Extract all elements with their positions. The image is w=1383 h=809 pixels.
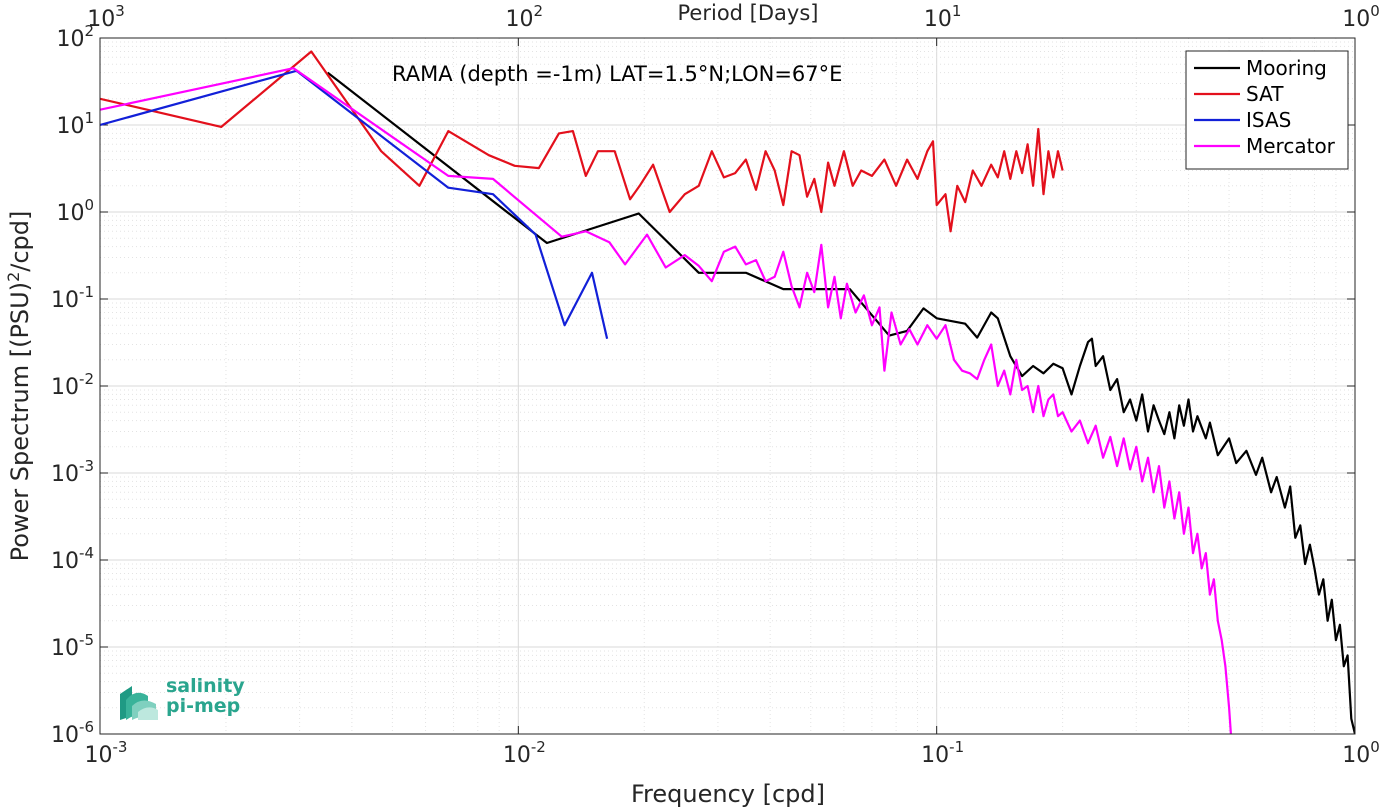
series-line-sat (100, 50, 1064, 233)
y-tick-label: 10-6 (51, 718, 94, 748)
x-tick-label: 10-3 (85, 738, 128, 768)
top-axis-label: Period [Days] (678, 1, 819, 25)
series-line-mercator (100, 67, 1232, 734)
x-tick-label: 10-1 (921, 738, 964, 768)
series-layer (100, 50, 1355, 734)
series-line-mooring (326, 71, 1355, 734)
top-tick-label: 103 (87, 2, 125, 32)
y-tick-label: 10-2 (51, 370, 94, 400)
plot-frame (99, 37, 1356, 735)
x-axis-label: Frequency [cpd] (631, 780, 825, 808)
y-tick-label: 101 (56, 109, 94, 139)
legend-label-sat: SAT (1246, 82, 1284, 106)
y-tick-label: 10-4 (51, 544, 94, 574)
y-tick-label: 10-1 (51, 283, 94, 313)
y-axis-label: Power Spectrum [(PSU)2/cpd] (4, 211, 34, 562)
top-tick-label: 102 (506, 2, 544, 32)
logo-waves-icon (120, 686, 158, 720)
top-tick-label: 101 (924, 2, 962, 32)
legend-label-isas: ISAS (1246, 108, 1291, 132)
x-tick-label: 10-2 (503, 738, 546, 768)
y-tick-label: 10-3 (51, 457, 94, 487)
legend-box (1185, 50, 1349, 170)
legend-label-mooring: Mooring (1246, 56, 1327, 80)
salinity-pi-mep-logo: salinity pi-mep (120, 675, 245, 720)
legend-label-mercator: Mercator (1246, 134, 1336, 158)
grid (100, 38, 1355, 734)
logo-text-line1: salinity (166, 675, 245, 697)
y-tick-label: 100 (56, 196, 94, 226)
y-tick-label: 10-5 (51, 631, 94, 661)
chart-title: RAMA (depth =-1m) LAT=1.5°N;LON=67°E (392, 62, 842, 86)
logo-text-line2: pi-mep (166, 695, 240, 717)
x-tick-label: 100 (1342, 738, 1380, 768)
y-tick-label: 102 (56, 22, 94, 52)
top-tick-label: 100 (1342, 2, 1380, 32)
series-line-isas (100, 69, 609, 339)
